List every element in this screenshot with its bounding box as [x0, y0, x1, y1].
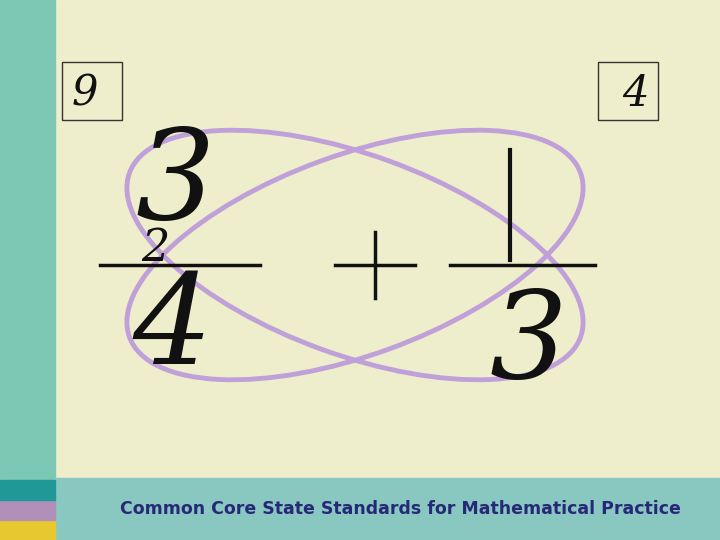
- Bar: [0, 500, 55, 520]
- Bar: [0, 520, 55, 540]
- Bar: [598, 62, 658, 120]
- Text: 3: 3: [489, 286, 567, 404]
- Text: 2: 2: [141, 226, 169, 269]
- Text: 9: 9: [71, 73, 98, 115]
- Bar: [62, 62, 122, 120]
- Bar: [55, 478, 720, 540]
- Bar: [0, 480, 55, 500]
- Text: 4: 4: [622, 73, 649, 115]
- Text: 4: 4: [132, 269, 212, 391]
- Text: 3: 3: [135, 124, 215, 246]
- Text: Common Core State Standards for Mathematical Practice: Common Core State Standards for Mathemat…: [120, 500, 680, 518]
- Bar: [0, 0, 55, 540]
